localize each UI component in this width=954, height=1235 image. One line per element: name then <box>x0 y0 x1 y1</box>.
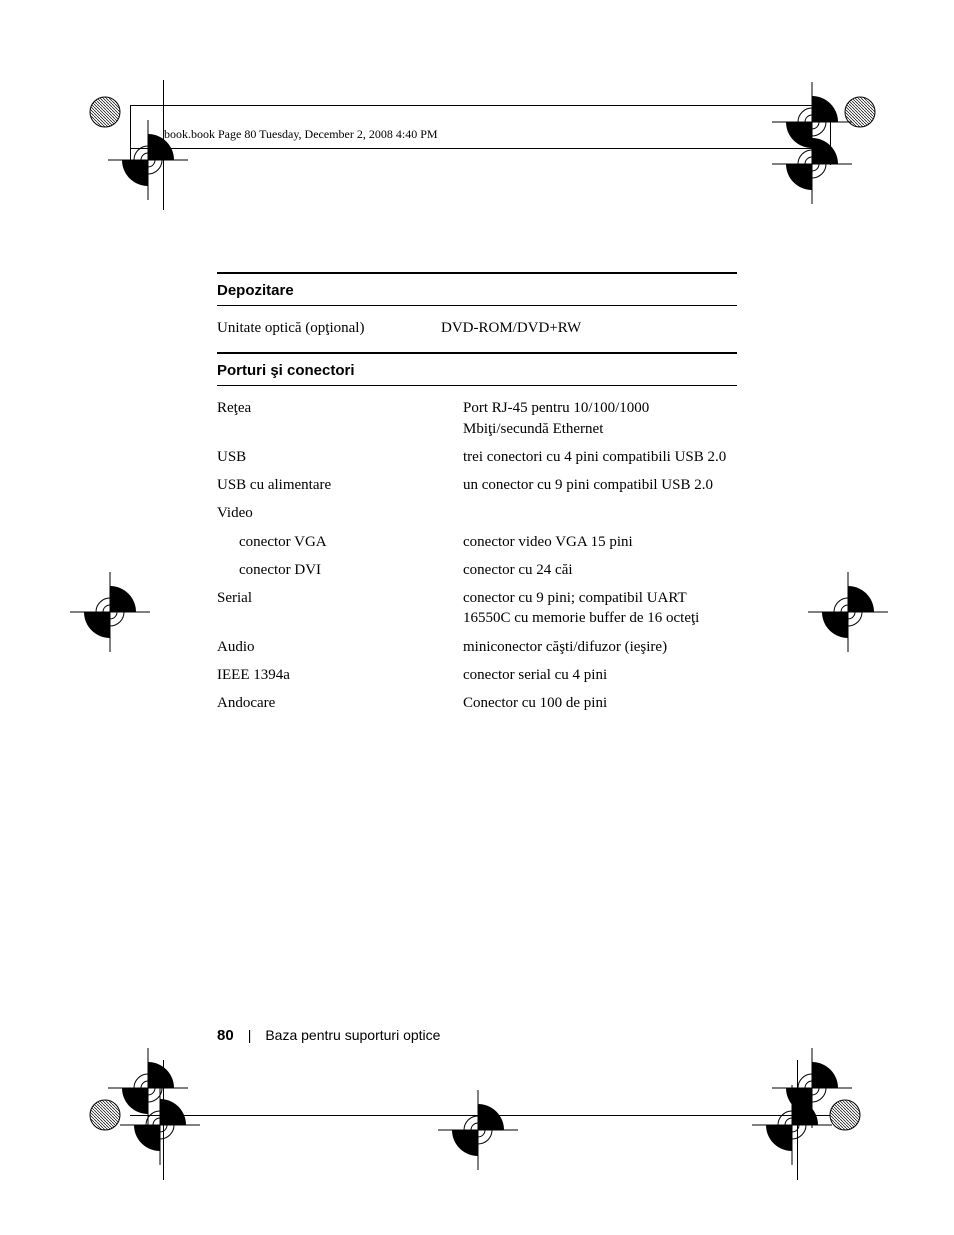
spec-value: trei conectori cu 4 pini compatibili USB… <box>463 443 737 471</box>
shade-circle-icon <box>828 1098 862 1132</box>
rule <box>217 352 737 354</box>
spec-value: Conector cu 100 de pini <box>463 689 737 717</box>
footer-section-title: Baza pentru suporturi optice <box>265 1027 440 1043</box>
print-header: book.book Page 80 Tuesday, December 2, 2… <box>164 127 438 142</box>
registration-mark-icon <box>120 1085 200 1165</box>
shade-circle-icon <box>88 1098 122 1132</box>
registration-mark-icon <box>772 82 852 162</box>
table-row: Audio miniconector căşti/difuzor (ieşire… <box>217 633 737 661</box>
page-footer: 80 | Baza pentru suporturi optice <box>217 1027 440 1044</box>
spec-value: un conector cu 9 pini compatibil USB 2.0 <box>463 471 737 499</box>
spec-value: miniconector căşti/difuzor (ieşire) <box>463 633 737 661</box>
spec-label: USB <box>217 443 463 471</box>
registration-mark-icon <box>70 572 150 652</box>
table-row: Video <box>217 499 737 527</box>
spec-value: DVD-ROM/DVD+RW <box>441 314 737 342</box>
spec-value: conector serial cu 4 pini <box>463 661 737 689</box>
crop-line <box>130 105 830 106</box>
crop-line <box>797 1060 798 1180</box>
table-row: Unitate optică (opţional) DVD-ROM/DVD+RW <box>217 314 737 342</box>
table-row: conector DVI conector cu 24 căi <box>217 556 737 584</box>
spec-label: Unitate optică (opţional) <box>217 314 441 342</box>
spec-label: Video <box>217 499 463 527</box>
spec-value <box>463 499 737 527</box>
spec-value: conector cu 24 căi <box>463 556 737 584</box>
crop-line <box>130 1115 830 1116</box>
table-row: IEEE 1394a conector serial cu 4 pini <box>217 661 737 689</box>
registration-mark-icon <box>438 1090 518 1170</box>
spec-label: Audio <box>217 633 463 661</box>
rule <box>217 272 737 274</box>
registration-mark-icon <box>752 1085 832 1165</box>
footer-separator: | <box>234 1027 266 1043</box>
rule <box>217 305 737 306</box>
rule <box>217 385 737 386</box>
spec-label: conector VGA <box>217 528 463 556</box>
table-row: Andocare Conector cu 100 de pini <box>217 689 737 717</box>
registration-mark-icon <box>772 124 852 204</box>
table-row: conector VGA conector video VGA 15 pini <box>217 528 737 556</box>
table-row: Serial conector cu 9 pini; compatibil UA… <box>217 584 737 633</box>
table-row: Reţea Port RJ-45 pentru 10/100/1000 Mbiţ… <box>217 394 737 443</box>
table-row: USB trei conectori cu 4 pini compatibili… <box>217 443 737 471</box>
page: book.book Page 80 Tuesday, December 2, 2… <box>0 0 954 1235</box>
section-title-ports: Porturi şi conectori <box>217 360 737 381</box>
registration-mark-icon <box>808 572 888 652</box>
shade-circle-icon <box>88 95 122 129</box>
spec-label: Andocare <box>217 689 463 717</box>
section-title-storage: Depozitare <box>217 280 737 301</box>
registration-mark-icon <box>772 1048 852 1128</box>
spec-label: Serial <box>217 584 463 633</box>
spec-value: conector video VGA 15 pini <box>463 528 737 556</box>
table-row: USB cu alimentare un conector cu 9 pini … <box>217 471 737 499</box>
spec-label: USB cu alimentare <box>217 471 463 499</box>
crop-line <box>830 105 831 165</box>
spec-label: IEEE 1394a <box>217 661 463 689</box>
spec-value: conector cu 9 pini; compatibil UART 1655… <box>463 584 737 633</box>
crop-line <box>130 148 830 149</box>
spacer <box>217 342 737 352</box>
content-area: Depozitare Unitate optică (opţional) DVD… <box>217 272 737 717</box>
spec-label: Reţea <box>217 394 463 443</box>
crop-line <box>163 80 164 210</box>
registration-mark-icon <box>108 1048 188 1128</box>
crop-line <box>163 1060 164 1180</box>
spec-value: Port RJ-45 pentru 10/100/1000 Mbiţi/secu… <box>463 394 737 443</box>
storage-table: Unitate optică (opţional) DVD-ROM/DVD+RW <box>217 314 737 342</box>
shade-circle-icon <box>843 95 877 129</box>
page-number: 80 <box>217 1027 234 1044</box>
ports-table: Reţea Port RJ-45 pentru 10/100/1000 Mbiţ… <box>217 394 737 717</box>
spec-label: conector DVI <box>217 556 463 584</box>
crop-line <box>130 105 131 165</box>
